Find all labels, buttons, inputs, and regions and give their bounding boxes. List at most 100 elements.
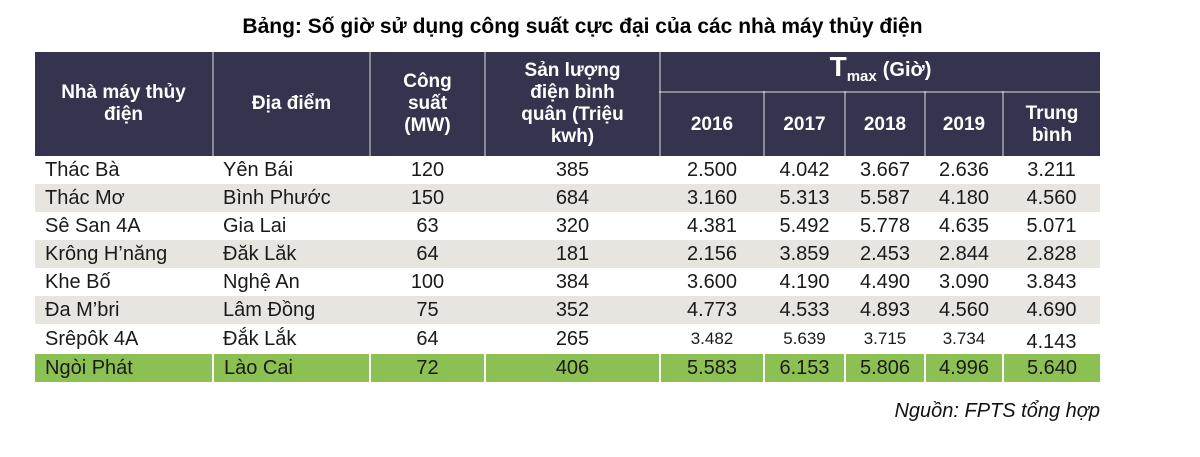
- cell-avg-output: 265: [485, 324, 660, 354]
- col-header-average: Trung bình: [1001, 91, 1101, 156]
- cell-capacity: 64: [370, 240, 485, 268]
- cell-tmax-2018: 4.490: [845, 268, 925, 296]
- cell-capacity: 75: [370, 296, 485, 324]
- table-title: Bảng: Số giờ sử dụng công suất cực đại c…: [242, 15, 923, 38]
- col-header-2017: 2017: [763, 91, 846, 156]
- cell-plant: Srêpôk 4A: [35, 324, 213, 354]
- cell-plant: Khe Bố: [35, 268, 213, 296]
- cell-tmax-2019: 4.560: [925, 296, 1003, 324]
- cell-tmax-2016: 4.381: [660, 212, 764, 240]
- cell-location: Lâm Đồng: [213, 296, 370, 324]
- cell-tmax-2018: 3.715: [845, 324, 925, 354]
- cell-tmax-2018: 3.667: [845, 156, 925, 184]
- col-header-tmax-group: Tmax (Giờ): [658, 50, 1101, 92]
- hydro-plants-table: Nhà máy thủy điện Địa điểm Công suất (MW…: [35, 50, 1101, 382]
- cell-tmax-2016: 3.160: [660, 184, 764, 212]
- cell-tmax-2019: 4.635: [925, 212, 1003, 240]
- cell-average: 3.211: [1003, 156, 1101, 184]
- cell-avg-output: 181: [485, 240, 660, 268]
- tmax-subscript: max: [846, 67, 877, 85]
- cell-capacity: 72: [369, 354, 485, 382]
- cell-tmax-2018: 5.806: [844, 354, 925, 382]
- cell-tmax-2017: 6.153: [763, 354, 845, 382]
- cell-capacity: 63: [370, 212, 485, 240]
- cell-plant: Thác Mơ: [35, 184, 213, 212]
- col-header-2018: 2018: [844, 91, 926, 156]
- cell-plant: Sê San 4A: [35, 212, 213, 240]
- cell-tmax-2017: 4.190: [764, 268, 845, 296]
- cell-tmax-2016: 3.482: [660, 324, 764, 354]
- table-row: Srêpôk 4A Đắk Lắk 64 265 3.482 5.639 3.7…: [35, 324, 1101, 354]
- tmax-symbol: T: [829, 50, 847, 82]
- cell-tmax-2019: 4.180: [925, 184, 1003, 212]
- cell-tmax-2016: 4.773: [660, 296, 764, 324]
- cell-average: 4.560: [1003, 184, 1101, 212]
- cell-plant: Krông H’năng: [35, 240, 213, 268]
- cell-avg-output: 406: [484, 354, 660, 382]
- cell-location: Bình Phước: [213, 184, 370, 212]
- cell-average: 4.690: [1003, 296, 1101, 324]
- table-body: Thác Bà Yên Bái 120 385 2.500 4.042 3.66…: [35, 156, 1101, 382]
- cell-average: 4.143: [1003, 324, 1101, 354]
- cell-plant: Ngòi Phát: [35, 354, 213, 382]
- cell-avg-output: 385: [485, 156, 660, 184]
- cell-tmax-2018: 4.893: [845, 296, 925, 324]
- cell-average: 5.071: [1003, 212, 1101, 240]
- cell-tmax-2016: 5.583: [659, 354, 764, 382]
- table-row: Sê San 4A Gia Lai 63 320 4.381 5.492 5.7…: [35, 212, 1101, 240]
- cell-capacity: 150: [370, 184, 485, 212]
- col-header-2016: 2016: [660, 91, 765, 156]
- cell-plant: Thác Bà: [35, 156, 213, 184]
- col-header-capacity: Công suất (MW): [369, 52, 486, 156]
- cell-location: Đắk Lắk: [213, 324, 370, 354]
- header-row-top: Nhà máy thủy điện Địa điểm Công suất (MW…: [35, 50, 1101, 156]
- cell-average: 5.640: [1001, 354, 1101, 382]
- cell-tmax-2016: 2.156: [660, 240, 764, 268]
- cell-location: Yên Bái: [213, 156, 370, 184]
- table-row: Krông H’năng Đăk Lăk 64 181 2.156 3.859 …: [35, 240, 1101, 268]
- cell-tmax-2019: 3.734: [925, 324, 1003, 354]
- cell-capacity: 64: [370, 324, 485, 354]
- table-row: Khe Bố Nghệ An 100 384 3.600 4.190 4.490…: [35, 268, 1101, 296]
- table-row: Thác Mơ Bình Phước 150 684 3.160 5.313 5…: [35, 184, 1101, 212]
- cell-tmax-2018: 2.453: [845, 240, 925, 268]
- cell-tmax-2019: 2.844: [925, 240, 1003, 268]
- cell-tmax-2019: 2.636: [925, 156, 1003, 184]
- cell-location: Lào Cai: [212, 354, 370, 382]
- cell-tmax-2017: 3.859: [764, 240, 845, 268]
- cell-capacity: 120: [370, 156, 485, 184]
- col-header-plant: Nhà máy thủy điện: [35, 52, 214, 156]
- cell-tmax-2017: 4.533: [764, 296, 845, 324]
- cell-capacity: 100: [370, 268, 485, 296]
- cell-average: 2.828: [1003, 240, 1101, 268]
- cell-location: Gia Lai: [213, 212, 370, 240]
- source-note: Nguồn: FPTS tổng hợp: [894, 400, 1100, 422]
- cell-tmax-2016: 2.500: [660, 156, 764, 184]
- cell-tmax-2018: 5.778: [845, 212, 925, 240]
- cell-tmax-2017: 4.042: [764, 156, 845, 184]
- cell-tmax-2017: 5.313: [764, 184, 845, 212]
- cell-tmax-2018: 5.587: [845, 184, 925, 212]
- tmax-unit: (Giờ): [882, 58, 932, 81]
- col-header-2019: 2019: [924, 91, 1004, 156]
- col-header-location: Địa điểm: [212, 52, 371, 156]
- cell-avg-output: 320: [485, 212, 660, 240]
- cell-location: Nghệ An: [213, 268, 370, 296]
- cell-tmax-2019: 3.090: [925, 268, 1003, 296]
- cell-plant: Đa M’bri: [35, 296, 213, 324]
- header-row-years: 2016 2017 2018 2019 Trung bình: [35, 91, 1101, 156]
- cell-avg-output: 384: [485, 268, 660, 296]
- cell-avg-output: 684: [485, 184, 660, 212]
- cell-tmax-2017: 5.492: [764, 212, 845, 240]
- cell-tmax-2016: 3.600: [660, 268, 764, 296]
- cell-tmax-2017: 5.639: [764, 324, 845, 354]
- table-row: Đa M’bri Lâm Đồng 75 352 4.773 4.533 4.8…: [35, 296, 1101, 324]
- col-header-avg-output: Sản lượng điện bình quân (Triệu kwh): [484, 52, 661, 156]
- cell-location: Đăk Lăk: [213, 240, 370, 268]
- cell-average: 3.843: [1003, 268, 1101, 296]
- table-header: Nhà máy thủy điện Địa điểm Công suất (MW…: [35, 50, 1101, 156]
- cell-tmax-2019: 4.996: [924, 354, 1003, 382]
- cell-avg-output: 352: [485, 296, 660, 324]
- table-row: Thác Bà Yên Bái 120 385 2.500 4.042 3.66…: [35, 156, 1101, 184]
